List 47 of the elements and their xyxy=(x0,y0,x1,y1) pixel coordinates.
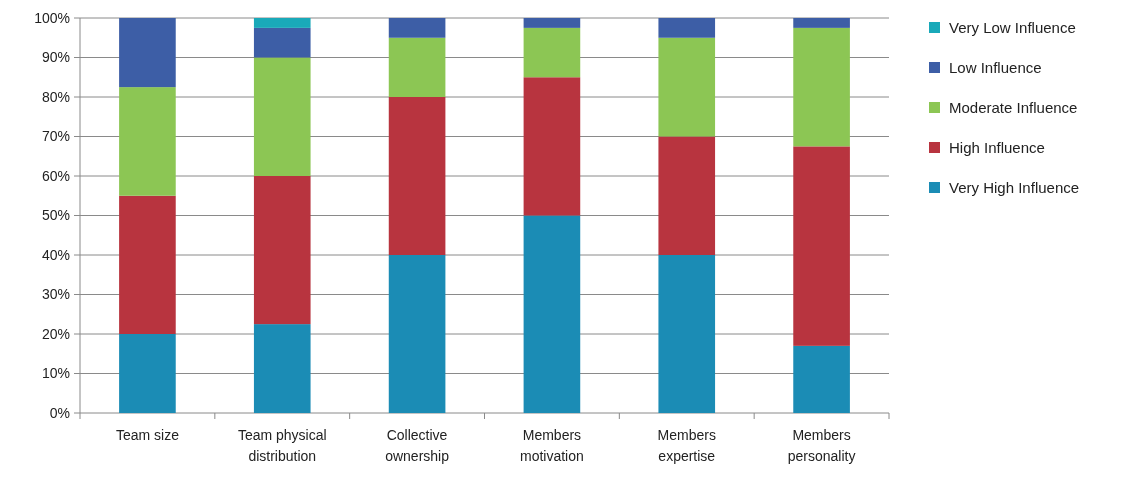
bar xyxy=(253,57,311,176)
y-tick-label: 40% xyxy=(41,246,70,263)
y-tick-label: 50% xyxy=(41,207,70,224)
x-tick-label: Collective ownership xyxy=(385,427,450,464)
bar xyxy=(388,255,446,413)
bar xyxy=(119,334,176,413)
bar xyxy=(253,176,311,325)
bar xyxy=(658,255,716,413)
legend-label: Very Low Influence xyxy=(949,19,1076,37)
bar xyxy=(523,215,581,413)
bar xyxy=(388,37,446,97)
bar xyxy=(793,345,850,413)
x-tick-label: Members expertise xyxy=(657,427,716,464)
bar xyxy=(793,18,850,28)
y-tick-label: 80% xyxy=(41,88,70,105)
x-tick-label: Members motivation xyxy=(520,427,584,464)
bar xyxy=(119,195,176,334)
bar xyxy=(523,77,581,216)
x-tick-label: Team size xyxy=(115,427,180,443)
legend-label: Moderate Influence xyxy=(949,99,1078,117)
bar xyxy=(793,27,850,147)
y-tick-label: 30% xyxy=(41,286,70,303)
bar xyxy=(658,136,716,255)
bar xyxy=(523,27,581,78)
y-tick-label: 100% xyxy=(34,9,70,26)
legend-label: Very High Influence xyxy=(949,179,1080,197)
y-tick-label: 10% xyxy=(41,365,70,382)
bar xyxy=(793,146,850,346)
bar xyxy=(253,324,311,413)
x-tick-label: Team physical distribution xyxy=(237,427,327,464)
y-tick-label: 70% xyxy=(41,128,70,145)
legend-label: Low Influence xyxy=(949,59,1042,77)
y-tick-label: 90% xyxy=(41,49,70,66)
bar xyxy=(523,18,581,28)
bar xyxy=(119,87,176,196)
bar xyxy=(388,18,446,38)
y-tick-label: 20% xyxy=(41,325,70,342)
bar xyxy=(119,18,176,88)
bar xyxy=(253,27,311,58)
bar xyxy=(388,97,446,255)
y-tick-label: 0% xyxy=(49,404,70,421)
bar xyxy=(658,18,716,38)
bar xyxy=(253,18,311,28)
bar xyxy=(658,37,716,137)
y-tick-label: 60% xyxy=(41,167,70,184)
legend-label: High Influence xyxy=(949,139,1045,157)
x-tick-label: Members personality xyxy=(787,427,856,464)
